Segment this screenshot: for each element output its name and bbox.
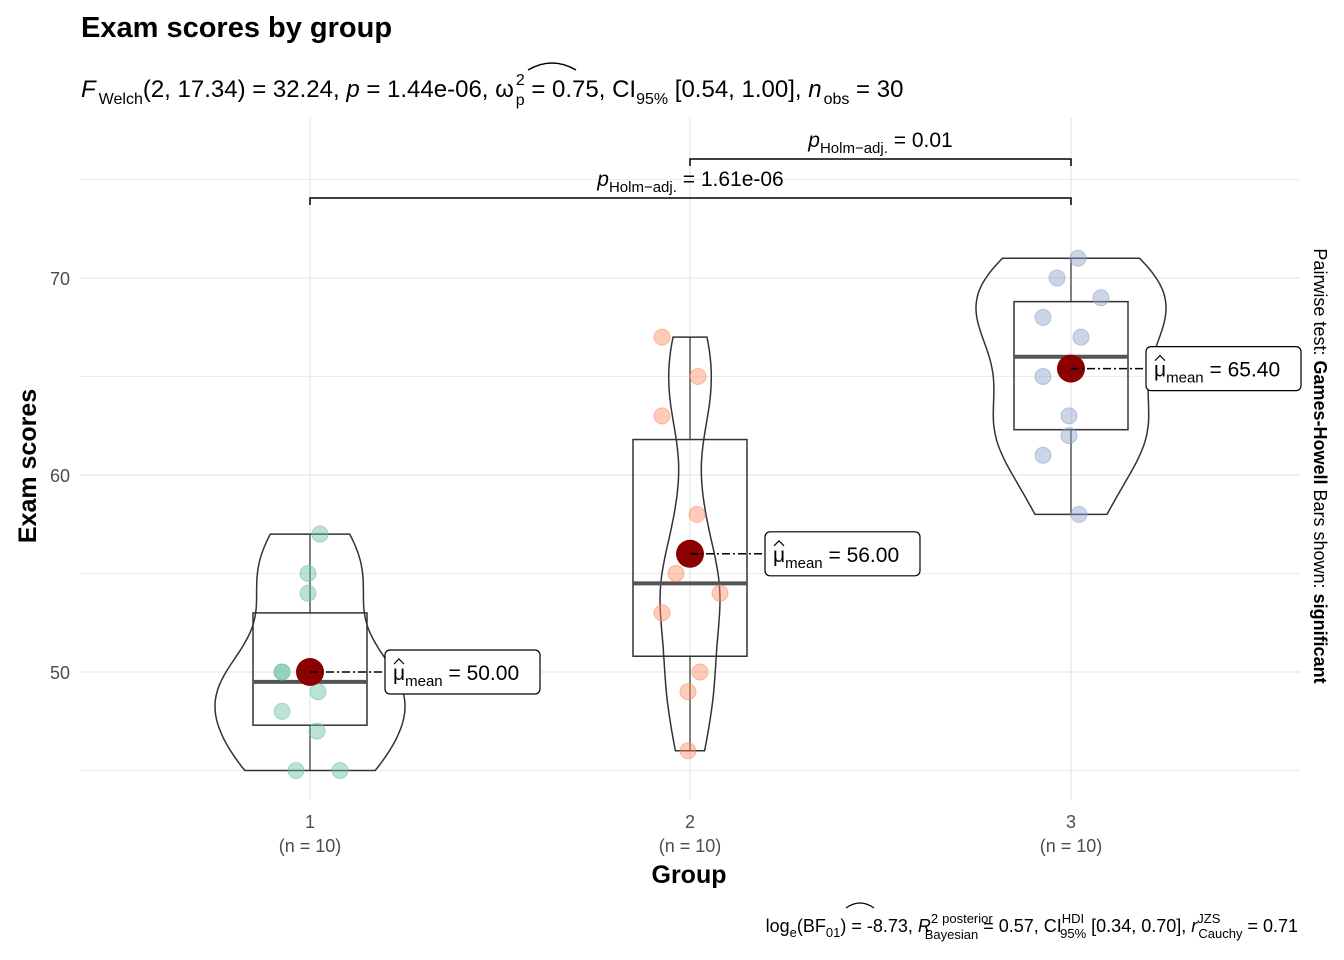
violin xyxy=(975,257,1167,516)
mean-label-text: μmean = 50.00 xyxy=(393,662,519,690)
mean-label-box xyxy=(384,649,541,695)
x-axis-ticks: 1 (n = 10) 2 (n = 10) 3 (n = 10) xyxy=(279,812,1103,856)
chart-caption: loge(BF01) = -8.73, R2 posterior Bayesian … xyxy=(766,911,1298,942)
comparison-bracket xyxy=(309,197,1072,205)
x-tick-label: 1 xyxy=(305,812,315,832)
data-point xyxy=(1060,427,1078,445)
data-point xyxy=(299,565,317,582)
data-point xyxy=(667,565,685,582)
data-point xyxy=(1034,446,1052,464)
data-point xyxy=(711,584,729,602)
box xyxy=(1013,300,1129,431)
data-point xyxy=(688,505,706,523)
mean-label-box xyxy=(764,531,921,577)
comparison-label: pHolm−adj. = 0.01 xyxy=(807,129,952,157)
mean-hat xyxy=(393,658,405,665)
y-axis-ticks: 50 60 70 xyxy=(50,269,70,683)
mean-labels: μmean = 50.00 μmean = 56.00 μmean = 65.40 xyxy=(310,346,1302,695)
mean-label-box xyxy=(1145,346,1302,392)
x-axis-title: Group xyxy=(652,861,727,889)
y-tick-label: 60 xyxy=(50,466,70,486)
data-point xyxy=(1069,249,1087,267)
chart-title: Exam scores by group xyxy=(81,12,392,44)
x-tick-label: 3 xyxy=(1066,812,1076,832)
side-label: Pairwise test: Games-Howell Bars shown: … xyxy=(1310,248,1330,683)
data-point xyxy=(1072,328,1090,346)
data-point xyxy=(331,762,349,779)
y-tick-label: 70 xyxy=(50,269,70,289)
data-point xyxy=(287,762,305,779)
chart-subtitle: F Welch(2, 17.34) = 32.24, p = 1.44e-06, … xyxy=(81,72,903,109)
data-point xyxy=(653,328,671,346)
omega-hat xyxy=(527,62,577,71)
data-point xyxy=(1048,269,1066,287)
mean-hat xyxy=(1154,354,1166,362)
data-point xyxy=(1092,289,1110,307)
mean-label-text: μmean = 56.00 xyxy=(773,544,899,572)
x-tick-count: (n = 10) xyxy=(1040,836,1103,856)
data-point xyxy=(273,702,291,720)
box xyxy=(252,612,368,726)
box xyxy=(632,438,748,657)
data-point xyxy=(299,584,317,602)
data-point xyxy=(1070,505,1088,523)
data-point xyxy=(653,407,671,425)
data-point xyxy=(309,683,327,701)
mean-label-text: μmean = 65.40 xyxy=(1154,359,1280,387)
mean-hat xyxy=(773,539,785,547)
data-point xyxy=(1034,368,1052,385)
violin xyxy=(659,336,721,752)
x-tick-label: 2 xyxy=(685,812,695,832)
comparison-label: pHolm−adj. = 1.61e-06 xyxy=(596,168,783,196)
data-point xyxy=(308,722,326,740)
y-axis-title: Exam scores xyxy=(14,389,42,543)
y-tick-label: 50 xyxy=(50,663,70,683)
r2-hat xyxy=(845,902,875,909)
data-point xyxy=(1060,407,1078,425)
comparison-bracket xyxy=(689,158,1072,166)
data-point xyxy=(689,368,707,385)
comparison-brackets: pHolm−adj. = 1.61e-06 pHolm−adj. = 0.01 xyxy=(309,129,1072,205)
data-point xyxy=(691,663,709,681)
data-point xyxy=(679,742,697,760)
data-point xyxy=(1034,308,1052,326)
data-point xyxy=(273,663,291,681)
x-tick-count: (n = 10) xyxy=(659,836,722,856)
data-point xyxy=(311,525,329,543)
data-point xyxy=(679,683,697,701)
data-point xyxy=(653,604,671,622)
x-tick-count: (n = 10) xyxy=(279,836,342,856)
data-points xyxy=(273,249,1110,779)
